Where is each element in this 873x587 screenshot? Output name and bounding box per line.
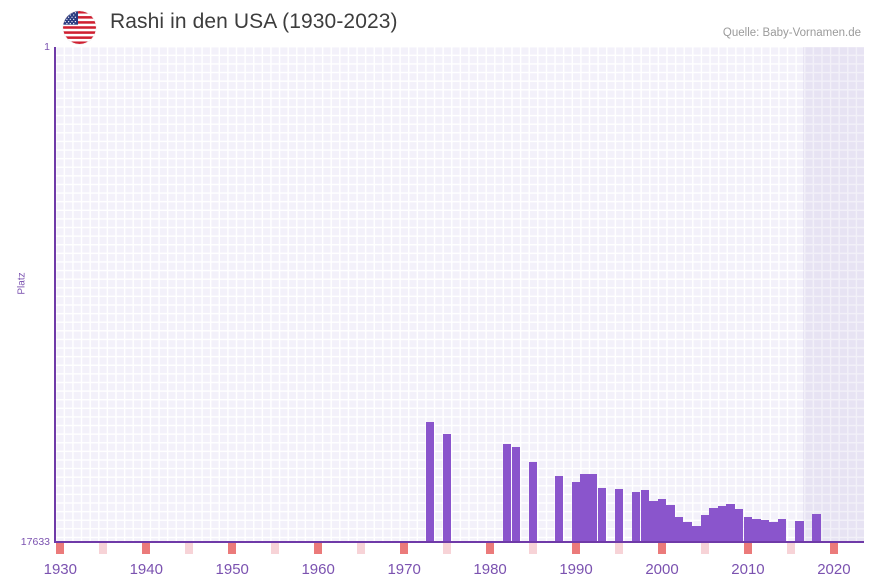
plot-gridlines [56, 47, 864, 542]
x-axis-marker-2000 [657, 543, 667, 554]
us-flag-icon [63, 11, 96, 44]
x-axis-marker-1970 [399, 543, 409, 554]
x-axis-marker-2015 [786, 543, 796, 554]
x-axis-marker-1975 [442, 543, 452, 554]
x-axis-line [54, 541, 864, 543]
chart-title: Rashi in den USA (1930-2023) [110, 10, 398, 33]
x-axis-tick-1990: 1990 [559, 561, 593, 578]
x-axis-tick-1940: 1940 [129, 561, 163, 578]
x-axis-tick-1980: 1980 [473, 561, 507, 578]
x-axis-marker-1960 [313, 543, 323, 554]
x-axis-marker-1955 [270, 543, 280, 554]
x-axis-marker-2005 [700, 543, 710, 554]
x-axis-marker-1945 [184, 543, 194, 554]
x-axis-marker-2010 [743, 543, 753, 554]
plot-area [56, 47, 864, 542]
y-axis-title: Platz [16, 272, 28, 295]
x-axis-marker-2020 [829, 543, 839, 554]
x-axis-marker-1995 [614, 543, 624, 554]
x-axis-tick-2000: 2000 [645, 561, 679, 578]
x-axis-marker-1950 [227, 543, 237, 554]
chart-header: Rashi in den USA (1930-2023) Quelle: Bab… [0, 0, 873, 47]
x-axis-tick-1970: 1970 [387, 561, 421, 578]
x-axis-marker-1990 [571, 543, 581, 554]
x-axis-tick-1950: 1950 [215, 561, 249, 578]
x-axis-tick-1930: 1930 [43, 561, 77, 578]
y-axis-tick-bottom: 17633 [20, 536, 50, 548]
chart-source-label: Quelle: Baby-Vornamen.de [722, 27, 861, 39]
x-axis-tick-2010: 2010 [731, 561, 765, 578]
x-axis-marker-1930 [56, 543, 65, 554]
x-axis-marker-1980 [485, 543, 495, 554]
x-axis-tick-1960: 1960 [301, 561, 335, 578]
x-axis-tick-2020: 2020 [817, 561, 851, 578]
x-axis-marker-1940 [141, 543, 151, 554]
plot-shaded-region [803, 47, 864, 542]
y-axis-tick-top: 1 [44, 41, 50, 53]
y-axis-line [54, 47, 56, 542]
x-axis-marker-1985 [528, 543, 538, 554]
x-axis-marker-1965 [356, 543, 366, 554]
x-axis-marker-1935 [98, 543, 108, 554]
